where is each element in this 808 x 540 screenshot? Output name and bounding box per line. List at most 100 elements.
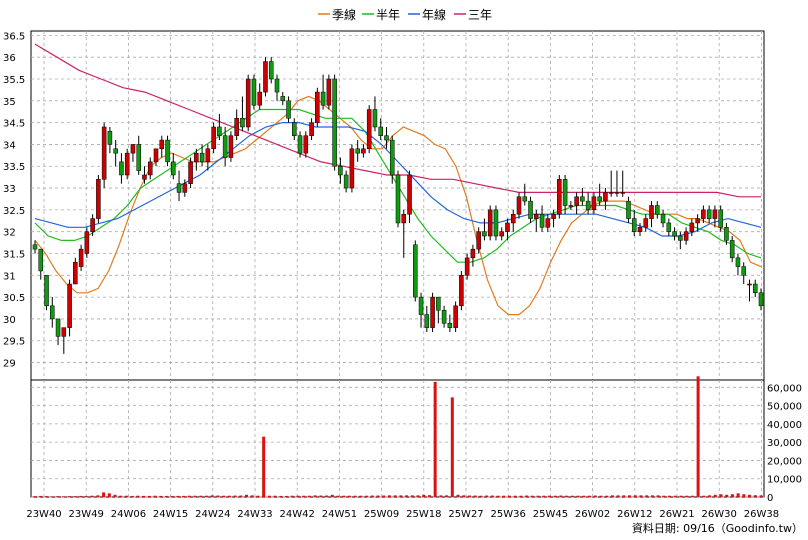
volume-bar: [387, 495, 391, 497]
volume-bar: [50, 496, 54, 497]
x-tick-label: 25W27: [448, 509, 483, 520]
volume-bar: [485, 495, 489, 497]
volume-bar: [210, 495, 214, 497]
candle-body: [557, 179, 562, 215]
volume-bar: [450, 397, 454, 497]
volume-bar: [599, 495, 603, 497]
candle-body: [447, 323, 453, 328]
candle: [505, 218, 510, 241]
x-tick-label: 26W38: [744, 509, 779, 520]
candle: [326, 74, 332, 110]
candle-body: [101, 126, 107, 180]
candle-body: [614, 192, 620, 194]
candle: [706, 205, 712, 223]
volume-bar: [473, 495, 477, 497]
x-tick-label: 26W21: [659, 509, 694, 520]
candle-body: [470, 248, 476, 259]
volume-bar: [742, 494, 746, 497]
candle-body: [620, 192, 625, 194]
candle: [735, 253, 741, 276]
x-tick-label: 26W30: [702, 509, 737, 520]
candle-body: [159, 139, 165, 150]
candle: [395, 170, 401, 228]
volume-bar: [233, 495, 237, 497]
volume-bar: [650, 495, 654, 497]
candle: [689, 218, 695, 237]
candle-body: [672, 231, 677, 237]
volume-bar: [530, 495, 534, 497]
candle-body: [182, 183, 188, 193]
candle-body: [678, 235, 683, 241]
volume-tick-label: 60,000: [767, 383, 802, 394]
volume-bars: [33, 376, 763, 497]
candle-body: [747, 283, 752, 286]
volume-bar: [633, 495, 637, 497]
candle: [349, 144, 355, 193]
candle: [153, 148, 159, 167]
volume-bar: [547, 495, 551, 497]
candle-body: [752, 283, 758, 293]
volume-bar: [467, 495, 471, 497]
volume-bar: [147, 495, 151, 497]
candle: [626, 196, 631, 223]
price-tick-label: 33: [3, 184, 16, 195]
volume-bar: [273, 495, 277, 497]
volume-bar: [84, 496, 88, 497]
volume-bar: [216, 495, 220, 497]
candle-body: [274, 78, 280, 93]
volume-bar: [96, 495, 100, 497]
volume-bar: [227, 495, 231, 497]
candle-body: [280, 96, 286, 102]
candle: [747, 279, 752, 302]
volume-bar: [353, 495, 357, 497]
volume-bar: [668, 495, 672, 497]
candle-body: [90, 218, 95, 232]
candle-body: [67, 283, 72, 328]
candle-body: [257, 91, 262, 106]
candle: [459, 270, 464, 311]
candle: [672, 227, 677, 241]
candle: [84, 227, 90, 258]
candle-body: [78, 248, 84, 267]
price-tick-label: 32: [3, 228, 16, 239]
candle: [413, 240, 418, 302]
candle: [551, 209, 556, 228]
candle: [199, 144, 205, 167]
candle: [660, 209, 666, 228]
volume-bar: [656, 495, 660, 497]
volume-tick-label: 0: [767, 493, 773, 504]
candle: [637, 222, 643, 237]
candle-body: [580, 196, 585, 202]
volume-bar: [296, 495, 300, 497]
candle: [251, 74, 257, 110]
legend-item-1: 半年: [362, 8, 400, 22]
legend-label: 三年: [468, 8, 492, 22]
candle: [424, 305, 430, 333]
candle: [136, 135, 141, 175]
candle-body: [222, 135, 228, 158]
candle-body: [476, 231, 481, 250]
candle: [580, 188, 585, 206]
volume-grid: [31, 380, 764, 498]
candle: [407, 170, 412, 223]
candle: [297, 131, 303, 158]
volume-bar: [416, 495, 420, 497]
candle-body: [142, 174, 147, 180]
candle-body: [147, 161, 153, 176]
candle-body: [355, 148, 360, 154]
candle-body: [372, 109, 378, 128]
volume-bar: [622, 495, 626, 497]
volume-bar: [262, 436, 266, 497]
candle-body: [758, 292, 764, 307]
candle: [338, 157, 343, 184]
candle: [758, 288, 764, 311]
candle: [499, 227, 504, 241]
x-tick-label: 25W45: [533, 509, 568, 520]
candle: [165, 135, 170, 167]
candle: [522, 183, 528, 206]
volume-bar: [124, 495, 128, 497]
candle: [597, 183, 602, 206]
price-tick-label: 36: [3, 53, 16, 64]
volume-bar: [370, 495, 374, 497]
candle: [32, 240, 38, 254]
